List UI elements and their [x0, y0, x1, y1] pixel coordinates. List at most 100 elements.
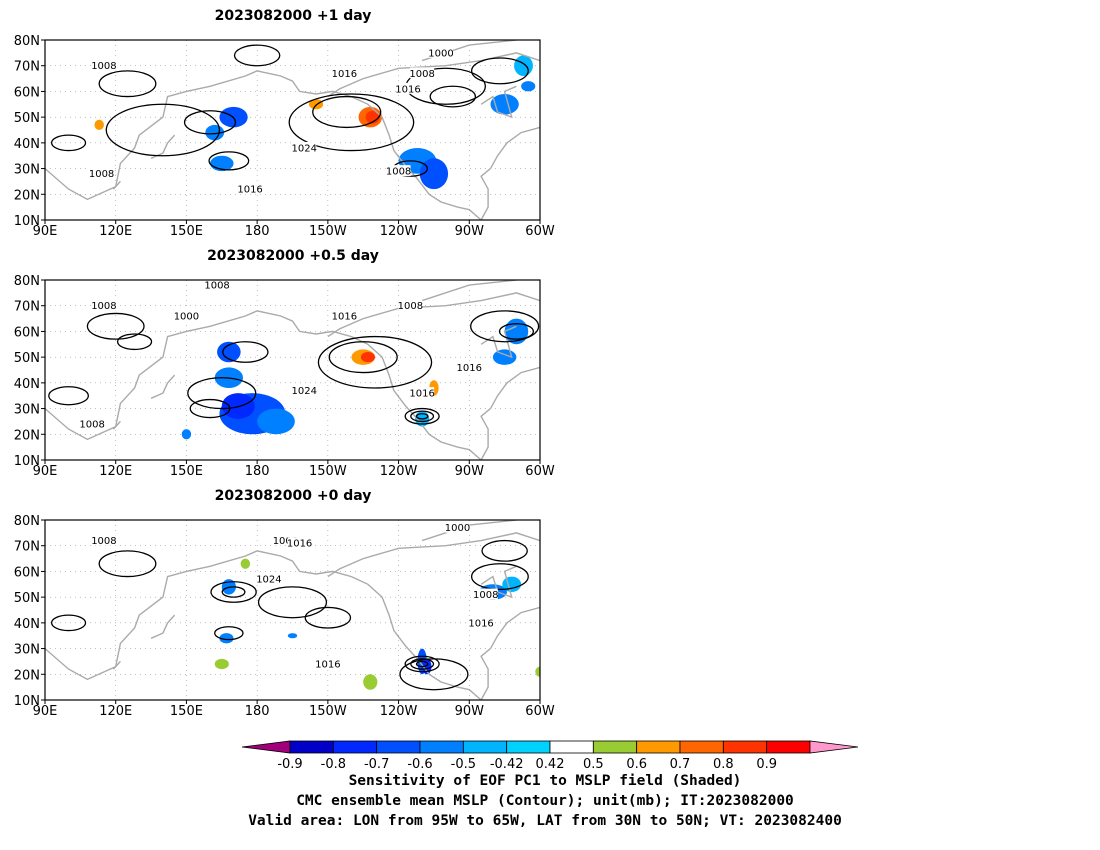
colorbar-tick-label: -0.8 [321, 757, 346, 772]
contour-label: 1008 [473, 590, 498, 601]
contour-label-bg [256, 573, 281, 585]
map-layers: 1000 1008 1008 1016 1016 1024 1008 1008 1016 [45, 40, 540, 220]
x-tick-label: 120E [99, 464, 132, 479]
contour-label-bg [410, 67, 435, 79]
mslp-contour [288, 93, 415, 152]
colorbar-tick-label: 0.8 [713, 757, 734, 772]
colorbar-tick-label: 0.6 [626, 757, 647, 772]
colorbar-box [766, 740, 811, 754]
map-panel: 1000 1008 1008 1016 1016 1024 1008 1008 1016 2023… [14, 8, 555, 239]
x-tick-label: 180 [245, 704, 270, 719]
x-tick-label: 150E [170, 464, 203, 479]
mslp-contour [210, 581, 257, 603]
contour-label: 1016 [395, 84, 420, 95]
coastline [150, 614, 176, 639]
mslp-contour [233, 44, 281, 67]
coastline [480, 85, 517, 119]
contour-label: 1008 [398, 301, 423, 312]
sensitivity-shading [219, 633, 234, 644]
mslp-contour [189, 398, 231, 419]
colorbar-box [549, 740, 594, 754]
mslp-contour [481, 539, 528, 562]
x-tick-label: 90W [455, 464, 485, 479]
y-tick-label: 60N [14, 565, 40, 580]
contour-label-bg [273, 534, 298, 546]
x-tick-label: 150E [170, 704, 203, 719]
sensitivity-shading [535, 666, 540, 677]
sensitivity-shading [214, 658, 229, 670]
y-tick-label: 10N [14, 454, 40, 469]
mslp-contour [183, 110, 237, 135]
map-background [45, 520, 540, 700]
colorbar-box [592, 740, 638, 754]
mslp-contour [105, 103, 221, 157]
caption-line: Valid area: LON from 95W to 65W, LAT fro… [248, 813, 842, 829]
caption-line: Sensitivity of EOF PC1 to MSLP field (Sh… [349, 773, 742, 789]
contour-label: 1016 [287, 539, 312, 550]
y-tick-label: 10N [14, 694, 40, 709]
sensitivity-shading [309, 99, 324, 110]
sensitivity-shading [360, 352, 375, 363]
contour-label-bg [398, 299, 423, 311]
x-tick-label: 120E [99, 224, 132, 239]
colorbar-tick-label: -0.7 [364, 757, 389, 772]
x-tick-label: 180 [245, 464, 270, 479]
y-tick-label: 80N [14, 274, 40, 289]
x-tick-label: 120W [380, 224, 418, 239]
contour-label-bg [315, 658, 340, 669]
y-tick-label: 50N [14, 591, 40, 606]
x-tick-label: 60W [525, 224, 555, 239]
contour-label: 1016 [457, 363, 482, 374]
contour-label-bg [205, 280, 230, 291]
panel-title: 2023082000 +0 day [215, 488, 372, 504]
map-frame [44, 279, 541, 461]
sensitivity-shading [521, 81, 536, 92]
y-tick-label: 70N [14, 540, 40, 555]
sensitivity-shading [217, 341, 241, 363]
sensitivity-shading [94, 119, 104, 130]
colorbar-tick-label: -0.42 [490, 757, 524, 772]
contour-label-bg [174, 310, 199, 321]
contour-label: 1024 [292, 144, 317, 155]
contour-label-bg [80, 418, 105, 429]
coastline [480, 565, 517, 599]
mslp-contour [50, 614, 87, 632]
colorbar-box [506, 740, 551, 754]
mslp-contour [304, 606, 352, 629]
y-tick-label: 60N [14, 325, 40, 340]
colorbar: -0.9 -0.8 -0.7 -0.6 -0.5 -0.42 0.42 0.5 0.6 0.7 0.… [241, 740, 859, 772]
contour-label-bg [396, 82, 420, 94]
map-panel: 1008 1008 1000 1016 1008 1024 1016 1016 1008 2023… [14, 248, 555, 479]
mslp-contour [404, 407, 440, 425]
contour-label: 1008 [91, 61, 116, 72]
sensitivity-shading [257, 408, 295, 435]
colorbar-tick-label: 0.9 [756, 757, 777, 772]
y-tick-label: 80N [14, 514, 40, 529]
colorbar-tick-label: -0.6 [407, 757, 432, 772]
map-frame [44, 519, 541, 701]
sensitivity-shading [490, 94, 519, 115]
colorbar-tick-label: -0.5 [451, 757, 476, 772]
contour-label-bg [457, 361, 482, 373]
coastline [327, 52, 540, 98]
colorbar-box [376, 740, 421, 754]
contour-label: 1016 [332, 69, 357, 80]
colorbar-upper-extend [809, 740, 859, 754]
colorbar-box [636, 740, 681, 754]
y-tick-label: 50N [14, 111, 40, 126]
contour-label-bg [91, 299, 116, 311]
contour-label: 1000 [174, 312, 199, 323]
mslp-contour [221, 586, 246, 598]
contour-label-bg [332, 67, 357, 79]
contour-label: 1008 [204, 281, 229, 292]
mslp-contour [429, 85, 477, 108]
x-tick-label: 90E [33, 224, 58, 239]
y-tick-label: 40N [14, 137, 40, 152]
contour-label-bg [469, 616, 494, 628]
y-tick-label: 40N [14, 617, 40, 632]
mslp-contour [399, 658, 469, 691]
contour-label-bg [91, 534, 116, 546]
contour-label: 1008 [409, 69, 434, 80]
